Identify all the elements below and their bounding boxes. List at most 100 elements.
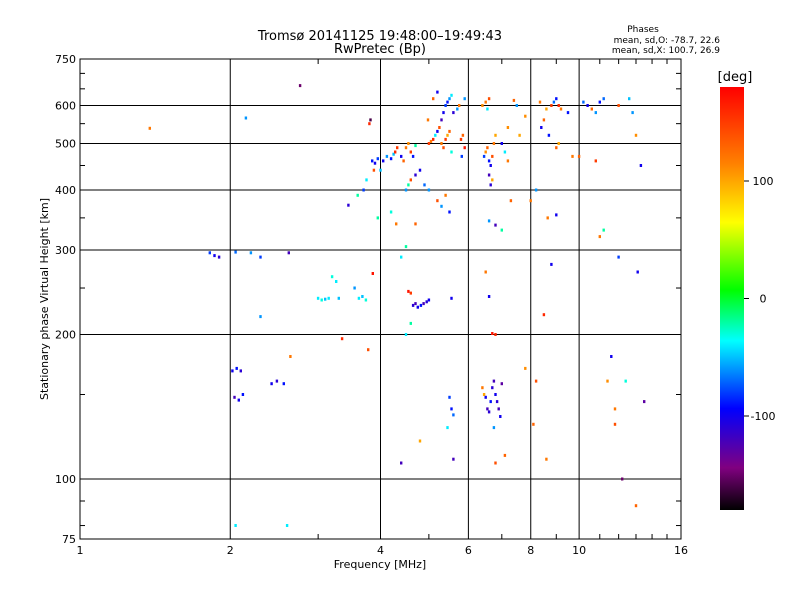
data-point [316,296,320,300]
data-point [275,379,279,383]
data-point [484,150,487,154]
data-point [491,178,494,182]
data-point [542,313,546,317]
data-point [598,235,601,239]
data-point [484,395,487,399]
colorbar-ticks: 100 0 -100 [744,175,775,423]
data-point [499,415,502,418]
data-point [340,337,344,341]
data-point [362,188,365,192]
data-point [494,333,497,336]
data-point [432,137,435,141]
x-tick-label: 16 [674,544,688,557]
data-point [259,255,262,259]
data-point [414,302,417,306]
data-point [631,111,634,115]
data-point [463,146,466,150]
data-point [494,133,497,137]
data-point [552,100,556,104]
data-points [148,84,646,527]
chart-subtitle: RwPretec (Bp) [334,42,426,57]
data-point [395,222,398,226]
data-point [487,159,491,163]
data-point [270,382,273,386]
data-point [414,144,417,148]
y-tick-label: 600 [55,100,76,113]
data-point [492,426,496,430]
x-tick-label: 6 [465,544,472,557]
data-point [636,270,639,274]
data-point [234,250,237,254]
data-point [440,118,443,122]
data-point [450,93,453,97]
data-point [239,369,242,373]
data-point [361,295,364,298]
data-point [353,286,356,290]
data-point [606,379,609,383]
data-point [404,333,408,336]
data-point [371,272,374,275]
data-point [448,97,451,101]
data-point [628,97,631,101]
data-point [440,142,443,145]
data-point [550,104,553,107]
data-point [529,199,532,203]
data-point [482,393,486,396]
y-axis-label: Stationary phase Virtual Height [km] [38,198,51,400]
y-tick-label: 400 [55,184,76,197]
data-point [500,142,503,145]
data-point [546,216,549,220]
data-point [436,90,439,94]
data-point [518,133,521,137]
data-point [494,461,497,465]
colorbar-gradient [720,87,744,510]
data-point [494,223,497,227]
data-point [532,422,535,426]
data-point [446,426,449,430]
data-point [385,154,389,158]
colorbar: [deg] 100 0 -100 [718,70,775,510]
data-point [500,228,503,232]
data-point [298,84,302,88]
data-point [452,457,455,461]
data-point [427,188,431,192]
data-point [429,139,433,143]
data-point [481,104,484,107]
data-point [376,216,379,220]
data-point [438,126,441,129]
y-tick-label: 100 [55,473,76,486]
data-point [492,142,496,145]
data-point [426,118,430,122]
data-point [459,137,463,141]
data-point [440,204,443,208]
data-point [448,129,451,133]
data-point [231,369,234,373]
data-point [409,150,412,154]
y-tick-label: 200 [55,329,76,342]
data-point [590,107,593,111]
data-point [233,395,236,399]
data-point [347,203,350,207]
phases-o-stats: mean, sd,O: -78.7, 22.6 [614,36,721,46]
data-point [237,398,240,402]
data-point [571,154,574,158]
data-point [489,164,492,167]
data-point [503,150,507,154]
x-axis-ticks: 1 2 4 6 8 10 16 [77,59,688,557]
data-point [545,107,548,111]
data-point [534,379,538,383]
data-point [594,159,597,163]
data-point [419,303,423,307]
data-point [598,100,601,104]
plot-area: 1 2 4 6 8 10 16 75 100 200 300 400 500 600 750 [55,53,688,557]
y-axis-ticks: 75 100 200 300 400 500 600 750 [55,53,681,546]
data-point [436,129,439,133]
data-point [217,255,221,259]
data-point [409,178,412,182]
data-point [436,199,439,203]
data-point [289,355,292,358]
data-point [287,251,290,255]
data-point [379,168,382,172]
y-tick-label: 75 [62,533,76,546]
data-point [400,255,403,259]
